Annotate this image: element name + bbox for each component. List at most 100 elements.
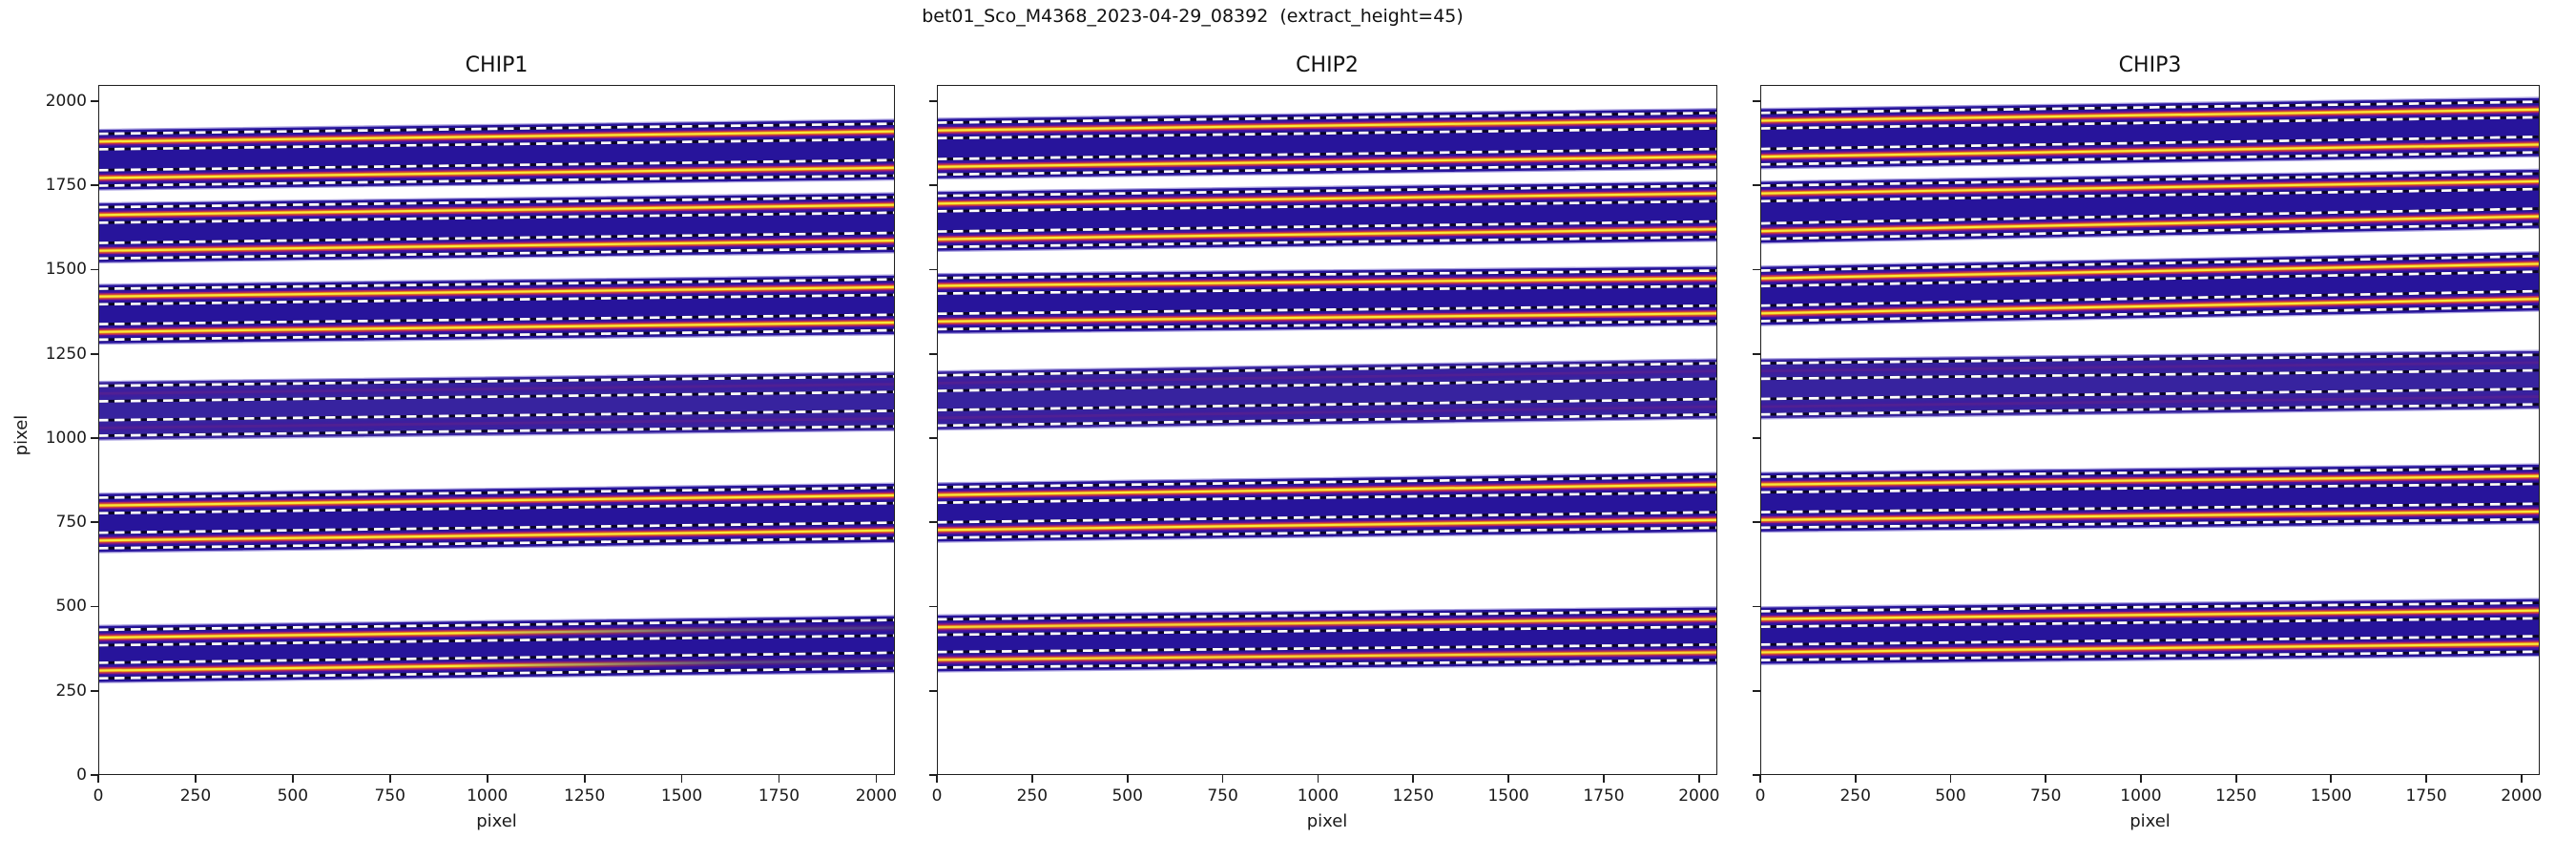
order-band bbox=[98, 371, 895, 441]
aperture-dashed-line bbox=[1760, 151, 2540, 166]
y-tick-label: 1750 bbox=[45, 176, 87, 196]
order-trace-plot bbox=[937, 108, 1717, 673]
trace-core bbox=[98, 493, 895, 507]
y-tick-mark bbox=[91, 774, 98, 776]
subplot-title: CHIP1 bbox=[465, 53, 529, 77]
y-tick-mark bbox=[91, 437, 98, 439]
x-tick-mark bbox=[1507, 775, 1510, 783]
x-tick-label: 1000 bbox=[467, 786, 509, 806]
trace-core bbox=[1760, 474, 2540, 486]
aperture-dashed-line bbox=[937, 269, 1717, 280]
aperture-dashed-line bbox=[937, 610, 1717, 621]
trace-core bbox=[98, 321, 895, 333]
x-tick-mark bbox=[1030, 775, 1033, 783]
y-tick-mark bbox=[929, 352, 937, 355]
aperture-dashed-line bbox=[937, 362, 1717, 377]
aperture-dashed-line bbox=[937, 220, 1717, 233]
aperture-dashed-line bbox=[98, 390, 895, 403]
x-tick-label: 1500 bbox=[660, 786, 703, 806]
trace-core bbox=[98, 130, 895, 143]
x-axis-label: pixel bbox=[476, 811, 517, 831]
x-tick-mark bbox=[486, 775, 488, 783]
aperture-dashed-line bbox=[1760, 617, 2540, 629]
y-tick-mark bbox=[91, 268, 98, 271]
x-tick-mark bbox=[936, 775, 938, 783]
trace-core bbox=[98, 203, 895, 217]
x-tick-mark bbox=[1759, 775, 1761, 783]
x-tick-mark bbox=[97, 775, 99, 783]
faint-trace-glow bbox=[937, 367, 1717, 387]
trace-core bbox=[1760, 510, 2540, 521]
aperture-dashed-line bbox=[937, 162, 1717, 177]
trace-core bbox=[98, 166, 895, 179]
x-tick-label: 2000 bbox=[855, 786, 898, 806]
trace-core bbox=[937, 119, 1717, 132]
y-tick-mark bbox=[1753, 100, 1760, 102]
x-tick-mark bbox=[1697, 775, 1700, 783]
trace-core bbox=[937, 156, 1717, 168]
x-tick-mark bbox=[1412, 775, 1415, 783]
trace-fade-overlay bbox=[98, 622, 895, 643]
aperture-dashed-line bbox=[937, 526, 1717, 539]
aperture-dashed-line bbox=[937, 284, 1717, 295]
x-tick-mark bbox=[875, 775, 878, 783]
trace-core bbox=[1760, 143, 2540, 158]
aperture-dashed-line bbox=[1760, 403, 2540, 416]
trace-core bbox=[1760, 215, 2540, 233]
aperture-dashed-line bbox=[937, 643, 1717, 654]
aperture-dashed-line bbox=[937, 147, 1717, 161]
x-tick-label: 0 bbox=[931, 786, 943, 806]
y-tick-label: 2000 bbox=[45, 91, 87, 111]
trace-core bbox=[1760, 108, 2540, 122]
aperture-dashed-line bbox=[98, 313, 895, 325]
y-tick-mark bbox=[1753, 437, 1760, 439]
faint-trace-glow bbox=[98, 414, 895, 431]
aperture-dashed-line bbox=[98, 618, 895, 632]
x-tick-mark bbox=[291, 775, 294, 783]
trace-core bbox=[937, 277, 1717, 287]
y-tick-mark bbox=[1753, 352, 1760, 355]
x-tick-mark bbox=[2045, 775, 2047, 783]
y-tick-mark bbox=[929, 184, 937, 187]
aperture-dashed-line bbox=[1760, 482, 2540, 494]
aperture-dashed-line bbox=[98, 536, 895, 550]
aperture-dashed-line bbox=[937, 199, 1717, 213]
subplot-title: CHIP3 bbox=[2118, 53, 2182, 77]
y-tick-mark bbox=[1753, 605, 1760, 608]
y-tick-label: 0 bbox=[76, 765, 87, 785]
trace-core bbox=[1760, 179, 2540, 195]
y-tick-mark bbox=[1753, 689, 1760, 692]
trace-core bbox=[1760, 609, 2540, 620]
aperture-dashed-line bbox=[98, 231, 895, 244]
x-tick-label: 1750 bbox=[1583, 786, 1625, 806]
x-tick-mark bbox=[1854, 775, 1857, 783]
aperture-dashed-line bbox=[1760, 388, 2540, 401]
aperture-dashed-line bbox=[1760, 289, 2540, 307]
aperture-dashed-line bbox=[937, 320, 1717, 331]
trace-core bbox=[937, 228, 1717, 241]
aperture-dashed-line bbox=[937, 127, 1717, 140]
y-tick-mark bbox=[1753, 774, 1760, 776]
aperture-dashed-line bbox=[98, 158, 895, 172]
aperture-dashed-line bbox=[937, 111, 1717, 124]
faint-trace-core bbox=[98, 383, 895, 395]
aperture-dashed-line bbox=[937, 397, 1717, 412]
aperture-dashed-line bbox=[937, 491, 1717, 505]
aperture-dashed-line bbox=[98, 196, 895, 209]
aperture-dashed-line bbox=[1760, 136, 2540, 151]
y-tick-mark bbox=[929, 100, 937, 102]
aperture-dashed-line bbox=[937, 625, 1717, 637]
trace-core bbox=[937, 312, 1717, 323]
x-tick-label: 500 bbox=[1111, 786, 1143, 806]
x-tick-label: 250 bbox=[1839, 786, 1871, 806]
aperture-dashed-line bbox=[937, 235, 1717, 249]
x-tick-mark bbox=[195, 775, 197, 783]
y-tick-mark bbox=[91, 689, 98, 692]
y-tick-mark bbox=[1753, 268, 1760, 271]
order-trace-plot bbox=[98, 118, 895, 683]
x-tick-mark bbox=[2234, 775, 2237, 783]
aperture-dashed-line bbox=[98, 486, 895, 499]
aperture-dashed-line bbox=[937, 659, 1717, 669]
aperture-dashed-line bbox=[1760, 115, 2540, 130]
aperture-dashed-line bbox=[1760, 222, 2540, 241]
